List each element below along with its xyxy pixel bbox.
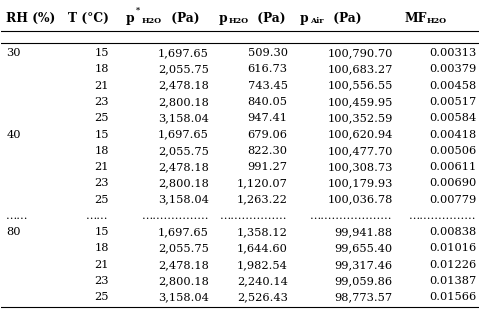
Text: (Pa): (Pa) bbox=[167, 12, 199, 25]
Text: 100,459.95: 100,459.95 bbox=[327, 97, 393, 107]
Text: 1,982.54: 1,982.54 bbox=[237, 260, 288, 270]
Text: 0.00611: 0.00611 bbox=[429, 162, 476, 172]
Text: 21: 21 bbox=[94, 81, 109, 91]
Text: 0.00838: 0.00838 bbox=[429, 227, 476, 237]
Text: 2,055.75: 2,055.75 bbox=[158, 64, 209, 74]
Text: 23: 23 bbox=[94, 178, 109, 188]
Text: 743.45: 743.45 bbox=[248, 81, 288, 91]
Text: 2,240.14: 2,240.14 bbox=[237, 276, 288, 286]
Text: 21: 21 bbox=[94, 162, 109, 172]
Text: ……: …… bbox=[86, 211, 109, 221]
Text: 2,478.18: 2,478.18 bbox=[158, 260, 209, 270]
Text: ……………...: ……………... bbox=[409, 211, 476, 221]
Text: 0.00506: 0.00506 bbox=[429, 146, 476, 156]
Text: ……………...: ……………... bbox=[220, 211, 288, 221]
Text: 2,055.75: 2,055.75 bbox=[158, 146, 209, 156]
Text: 100,477.70: 100,477.70 bbox=[327, 146, 393, 156]
Text: MF: MF bbox=[405, 12, 427, 25]
Text: 100,179.93: 100,179.93 bbox=[327, 178, 393, 188]
Text: 1,697.65: 1,697.65 bbox=[158, 130, 209, 140]
Text: 0.00690: 0.00690 bbox=[429, 178, 476, 188]
Text: 3,158.04: 3,158.04 bbox=[158, 292, 209, 302]
Text: 99,317.46: 99,317.46 bbox=[335, 260, 393, 270]
Text: *: * bbox=[136, 5, 140, 13]
Text: 25: 25 bbox=[94, 292, 109, 302]
Text: 0.00458: 0.00458 bbox=[429, 81, 476, 91]
Text: ……: …… bbox=[6, 211, 29, 221]
Text: 100,352.59: 100,352.59 bbox=[327, 113, 393, 123]
Text: 100,036.78: 100,036.78 bbox=[327, 195, 393, 205]
Text: 0.01226: 0.01226 bbox=[429, 260, 476, 270]
Text: 509.30: 509.30 bbox=[248, 48, 288, 58]
Text: 2,055.75: 2,055.75 bbox=[158, 243, 209, 254]
Text: 0.00517: 0.00517 bbox=[429, 97, 476, 107]
Text: 1,697.65: 1,697.65 bbox=[158, 227, 209, 237]
Text: 0.00584: 0.00584 bbox=[429, 113, 476, 123]
Text: p: p bbox=[300, 12, 308, 25]
Text: 98,773.57: 98,773.57 bbox=[335, 292, 393, 302]
Text: 99,941.88: 99,941.88 bbox=[335, 227, 393, 237]
Text: 15: 15 bbox=[94, 130, 109, 140]
Text: 30: 30 bbox=[6, 48, 21, 58]
Text: H2O: H2O bbox=[229, 17, 249, 25]
Text: 991.27: 991.27 bbox=[248, 162, 288, 172]
Text: 0.00779: 0.00779 bbox=[429, 195, 476, 205]
Text: 100,790.70: 100,790.70 bbox=[327, 48, 393, 58]
Text: 15: 15 bbox=[94, 227, 109, 237]
Text: 2,800.18: 2,800.18 bbox=[158, 276, 209, 286]
Text: 0.01566: 0.01566 bbox=[429, 292, 476, 302]
Text: Air: Air bbox=[310, 17, 324, 25]
Text: 1,358.12: 1,358.12 bbox=[237, 227, 288, 237]
Text: 840.05: 840.05 bbox=[248, 97, 288, 107]
Text: 0.00418: 0.00418 bbox=[429, 130, 476, 140]
Text: 2,526.43: 2,526.43 bbox=[237, 292, 288, 302]
Text: 2,478.18: 2,478.18 bbox=[158, 162, 209, 172]
Text: 2,478.18: 2,478.18 bbox=[158, 81, 209, 91]
Text: (Pa): (Pa) bbox=[329, 12, 362, 25]
Text: 18: 18 bbox=[94, 243, 109, 254]
Text: 0.00313: 0.00313 bbox=[429, 48, 476, 58]
Text: 616.73: 616.73 bbox=[248, 64, 288, 74]
Text: 0.01016: 0.01016 bbox=[429, 243, 476, 254]
Text: 100,683.27: 100,683.27 bbox=[327, 64, 393, 74]
Text: 25: 25 bbox=[94, 195, 109, 205]
Text: 80: 80 bbox=[6, 227, 21, 237]
Text: 40: 40 bbox=[6, 130, 21, 140]
Text: T (°C): T (°C) bbox=[68, 12, 109, 25]
Text: 947.41: 947.41 bbox=[248, 113, 288, 123]
Text: 3,158.04: 3,158.04 bbox=[158, 113, 209, 123]
Text: 1,120.07: 1,120.07 bbox=[237, 178, 288, 188]
Text: 23: 23 bbox=[94, 276, 109, 286]
Text: 99,655.40: 99,655.40 bbox=[335, 243, 393, 254]
Text: 2,800.18: 2,800.18 bbox=[158, 97, 209, 107]
Text: 18: 18 bbox=[94, 64, 109, 74]
Text: 1,697.65: 1,697.65 bbox=[158, 48, 209, 58]
Text: …………….......: ……………....... bbox=[310, 211, 393, 221]
Text: 0.01387: 0.01387 bbox=[429, 276, 476, 286]
Text: 0.00379: 0.00379 bbox=[429, 64, 476, 74]
Text: 100,556.55: 100,556.55 bbox=[327, 81, 393, 91]
Text: 1,263.22: 1,263.22 bbox=[237, 195, 288, 205]
Text: RH (%): RH (%) bbox=[6, 12, 55, 25]
Text: 1,644.60: 1,644.60 bbox=[237, 243, 288, 254]
Text: 21: 21 bbox=[94, 260, 109, 270]
Text: 99,059.86: 99,059.86 bbox=[335, 276, 393, 286]
Text: 15: 15 bbox=[94, 48, 109, 58]
Text: (Pa): (Pa) bbox=[253, 12, 286, 25]
Text: 822.30: 822.30 bbox=[248, 146, 288, 156]
Text: 18: 18 bbox=[94, 146, 109, 156]
Text: H2O: H2O bbox=[142, 17, 162, 25]
Text: 679.06: 679.06 bbox=[248, 130, 288, 140]
Text: 100,308.73: 100,308.73 bbox=[327, 162, 393, 172]
Text: H2O: H2O bbox=[427, 17, 447, 25]
Text: 2,800.18: 2,800.18 bbox=[158, 178, 209, 188]
Text: 100,620.94: 100,620.94 bbox=[327, 130, 393, 140]
Text: 3,158.04: 3,158.04 bbox=[158, 195, 209, 205]
Text: p: p bbox=[218, 12, 227, 25]
Text: 23: 23 bbox=[94, 97, 109, 107]
Text: 25: 25 bbox=[94, 113, 109, 123]
Text: ……………...: ……………... bbox=[142, 211, 209, 221]
Text: p: p bbox=[125, 12, 134, 25]
